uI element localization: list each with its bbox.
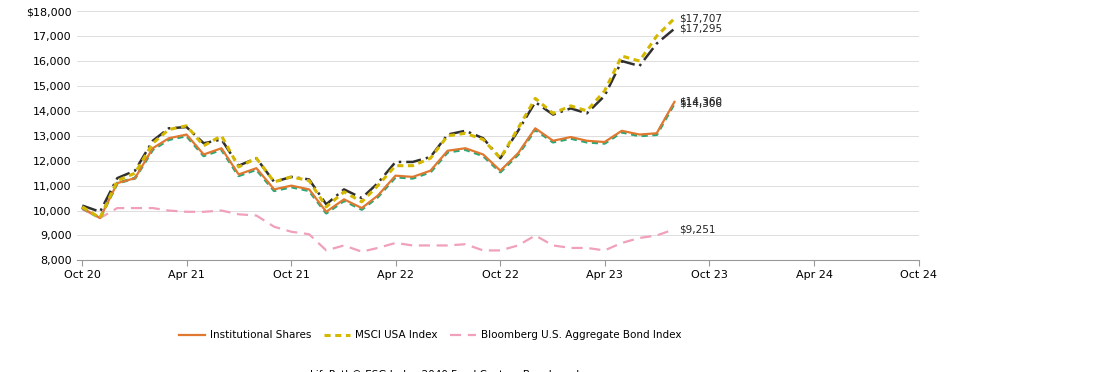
Text: $14,306: $14,306 xyxy=(679,98,722,108)
Text: $17,295: $17,295 xyxy=(679,24,722,34)
Text: $17,707: $17,707 xyxy=(679,13,722,23)
Text: $14,360: $14,360 xyxy=(679,97,722,107)
Text: $9,251: $9,251 xyxy=(679,224,715,234)
